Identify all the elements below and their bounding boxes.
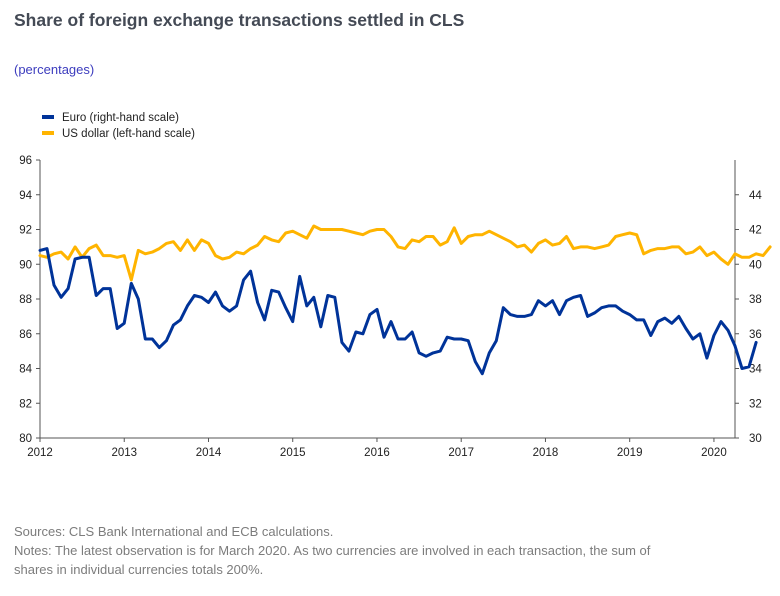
notes-text-line-1: Notes: The latest observation is for Mar… xyxy=(14,543,651,558)
x-tick-label: 2015 xyxy=(280,447,306,459)
chart-notes: Sources: CLS Bank International and ECB … xyxy=(14,522,774,579)
axes: 80 82 84 86 88 90 92 94 96 30 32 34 36 38 40 42 44 2012 20… xyxy=(19,155,762,459)
y-right-tick-label: 34 xyxy=(749,364,762,376)
chart-title: Share of foreign exchange transactions s… xyxy=(14,10,465,30)
y-left-tick-label: 84 xyxy=(19,364,32,376)
y-left-tick-label: 86 xyxy=(19,329,32,341)
series-lines xyxy=(38,224,772,376)
x-tick-label: 2016 xyxy=(364,447,390,459)
chart-subtitle: (percentages) xyxy=(14,62,95,77)
x-tick-label: 2014 xyxy=(196,447,222,459)
x-tick-label: 2013 xyxy=(111,447,137,459)
x-tick-label: 2018 xyxy=(533,447,559,459)
y-right-tick-label: 36 xyxy=(749,329,762,341)
y-left-tick-label: 96 xyxy=(19,155,32,167)
y-right-tick-label: 40 xyxy=(749,259,762,271)
sources-text: Sources: CLS Bank International and ECB … xyxy=(14,524,334,539)
notes-text-line-2: shares in individual currencies totals 2… xyxy=(14,562,264,577)
y-right-tick-label: 38 xyxy=(749,294,762,306)
x-tick-label: 2012 xyxy=(27,447,53,459)
y-left-tick-label: 82 xyxy=(19,398,32,410)
x-tick-label: 2019 xyxy=(617,447,643,459)
legend-label: Euro (right-hand scale) xyxy=(62,112,179,124)
legend-label: US dollar (left-hand scale) xyxy=(62,128,195,140)
y-left-tick-label: 92 xyxy=(19,225,32,237)
euro-series-line xyxy=(38,247,758,376)
x-tick-label: 2017 xyxy=(448,447,474,459)
y-right-tick-label: 44 xyxy=(749,190,762,202)
usd-series-line xyxy=(38,224,772,282)
y-left-tick-label: 88 xyxy=(19,294,32,306)
y-left-tick-label: 90 xyxy=(19,259,32,271)
legend: Euro (right-hand scale) US dollar (left-h… xyxy=(42,112,195,140)
y-left-tick-label: 94 xyxy=(19,190,32,202)
y-right-tick-label: 42 xyxy=(749,225,762,237)
y-left-tick-label: 80 xyxy=(19,433,32,445)
y-right-tick-label: 30 xyxy=(749,433,762,445)
y-right-tick-label: 32 xyxy=(749,398,762,410)
x-tick-label: 2020 xyxy=(701,447,727,459)
